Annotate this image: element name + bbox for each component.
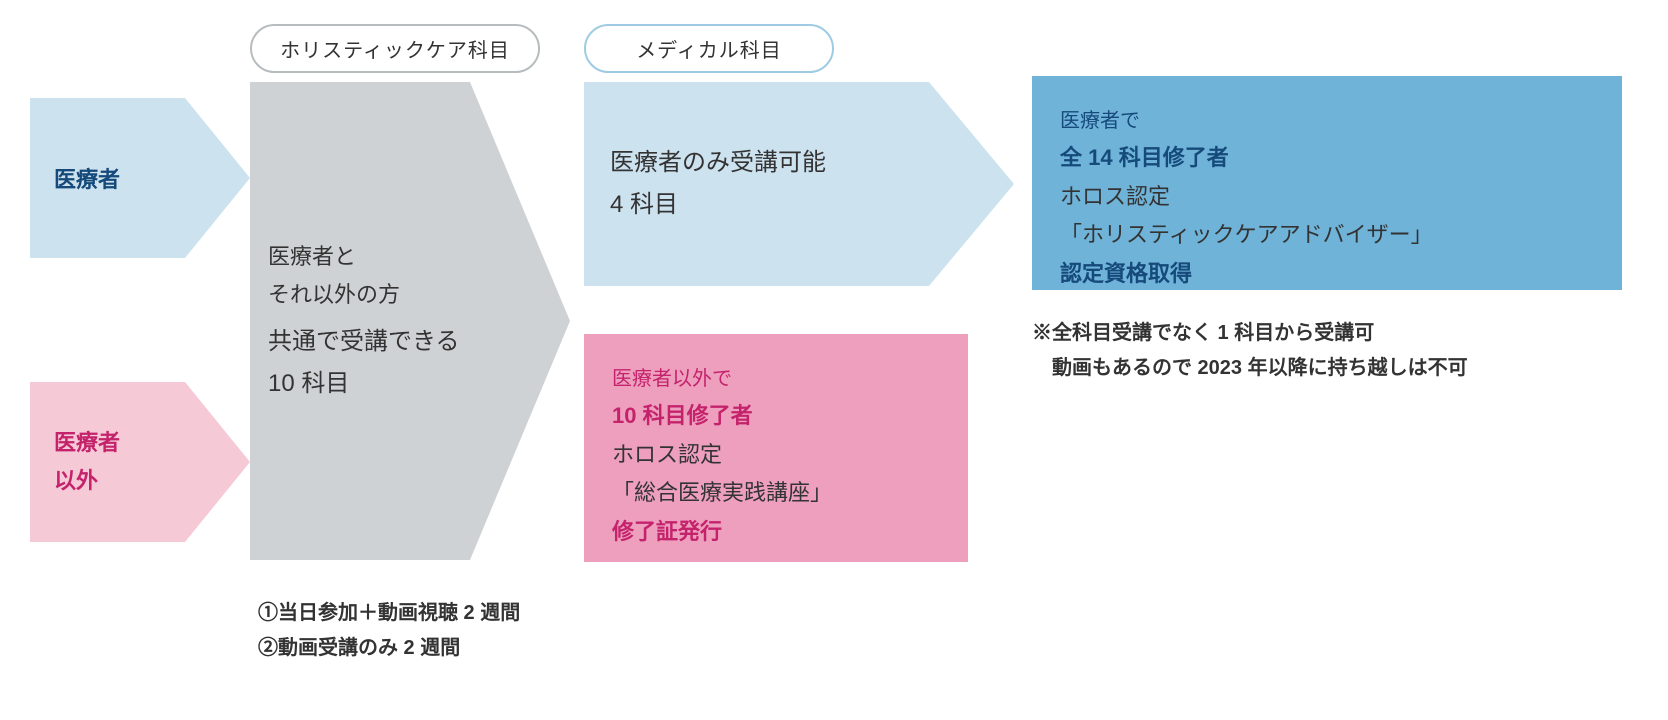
pink-l5: 修了証発行: [612, 513, 940, 552]
blue-l5: 認定資格取得: [1060, 255, 1594, 294]
pink-l1: 医療者以外で: [612, 362, 940, 397]
note-right: ※全科目受講でなく 1 科目から受講可 動画もあるので 2023 年以降に持ち越…: [1032, 316, 1468, 386]
pill-medical: メディカル科目: [584, 24, 834, 73]
entry-medical-label: 医療者: [54, 162, 180, 194]
holistic-l2: それ以外の方: [268, 276, 460, 315]
blue-l2: 全 14 科目修了者: [1060, 139, 1594, 178]
pink-l2: 10 科目修了者: [612, 397, 940, 436]
blue-l4: 「ホリスティックケアアドバイザー」: [1060, 216, 1594, 255]
blue-l3: ホロス認定: [1060, 178, 1594, 217]
entry-medical-arrow: 医療者: [30, 98, 250, 258]
holistic-l1: 医療者と: [268, 238, 460, 277]
entry-nonmedical-arrow: 医療者 以外: [30, 382, 250, 542]
medical-arrow-box: 医療者のみ受講可能 4 科目: [584, 82, 1014, 286]
pink-result-box: 医療者以外で 10 科目修了者 ホロス認定 「総合医療実践講座」 修了証発行: [584, 334, 968, 562]
medical-l1: 医療者のみ受講可能: [610, 142, 914, 184]
holistic-arrow-box: 医療者と それ以外の方 共通で受講できる 10 科目: [250, 82, 570, 560]
holistic-l4: 10 科目: [268, 363, 460, 405]
note-right-l2: 動画もあるので 2023 年以降に持ち越しは不可: [1032, 351, 1468, 386]
note-holistic-l2: ②動画受講のみ 2 週間: [258, 631, 520, 666]
note-holistic-l1: ①当日参加＋動画視聴 2 週間: [258, 596, 520, 631]
note-below-holistic: ①当日参加＋動画視聴 2 週間 ②動画受講のみ 2 週間: [258, 596, 520, 666]
pink-l4: 「総合医療実践講座」: [612, 474, 940, 513]
entry-nonmedical-label-l2: 以外: [54, 462, 180, 501]
entry-nonmedical-label-l1: 医療者: [54, 424, 180, 463]
pill-medical-label: メディカル科目: [636, 40, 782, 62]
blue-result-box: 医療者で 全 14 科目修了者 ホロス認定 「ホリスティックケアアドバイザー」 …: [1032, 76, 1622, 290]
pink-l3: ホロス認定: [612, 436, 940, 475]
medical-l2: 4 科目: [610, 184, 914, 226]
blue-l1: 医療者で: [1060, 104, 1594, 139]
pill-holistic-label: ホリスティックケア科目: [280, 40, 510, 62]
pill-holistic: ホリスティックケア科目: [250, 24, 540, 73]
holistic-l3: 共通で受講できる: [268, 321, 460, 363]
note-right-l1: ※全科目受講でなく 1 科目から受講可: [1032, 316, 1468, 351]
